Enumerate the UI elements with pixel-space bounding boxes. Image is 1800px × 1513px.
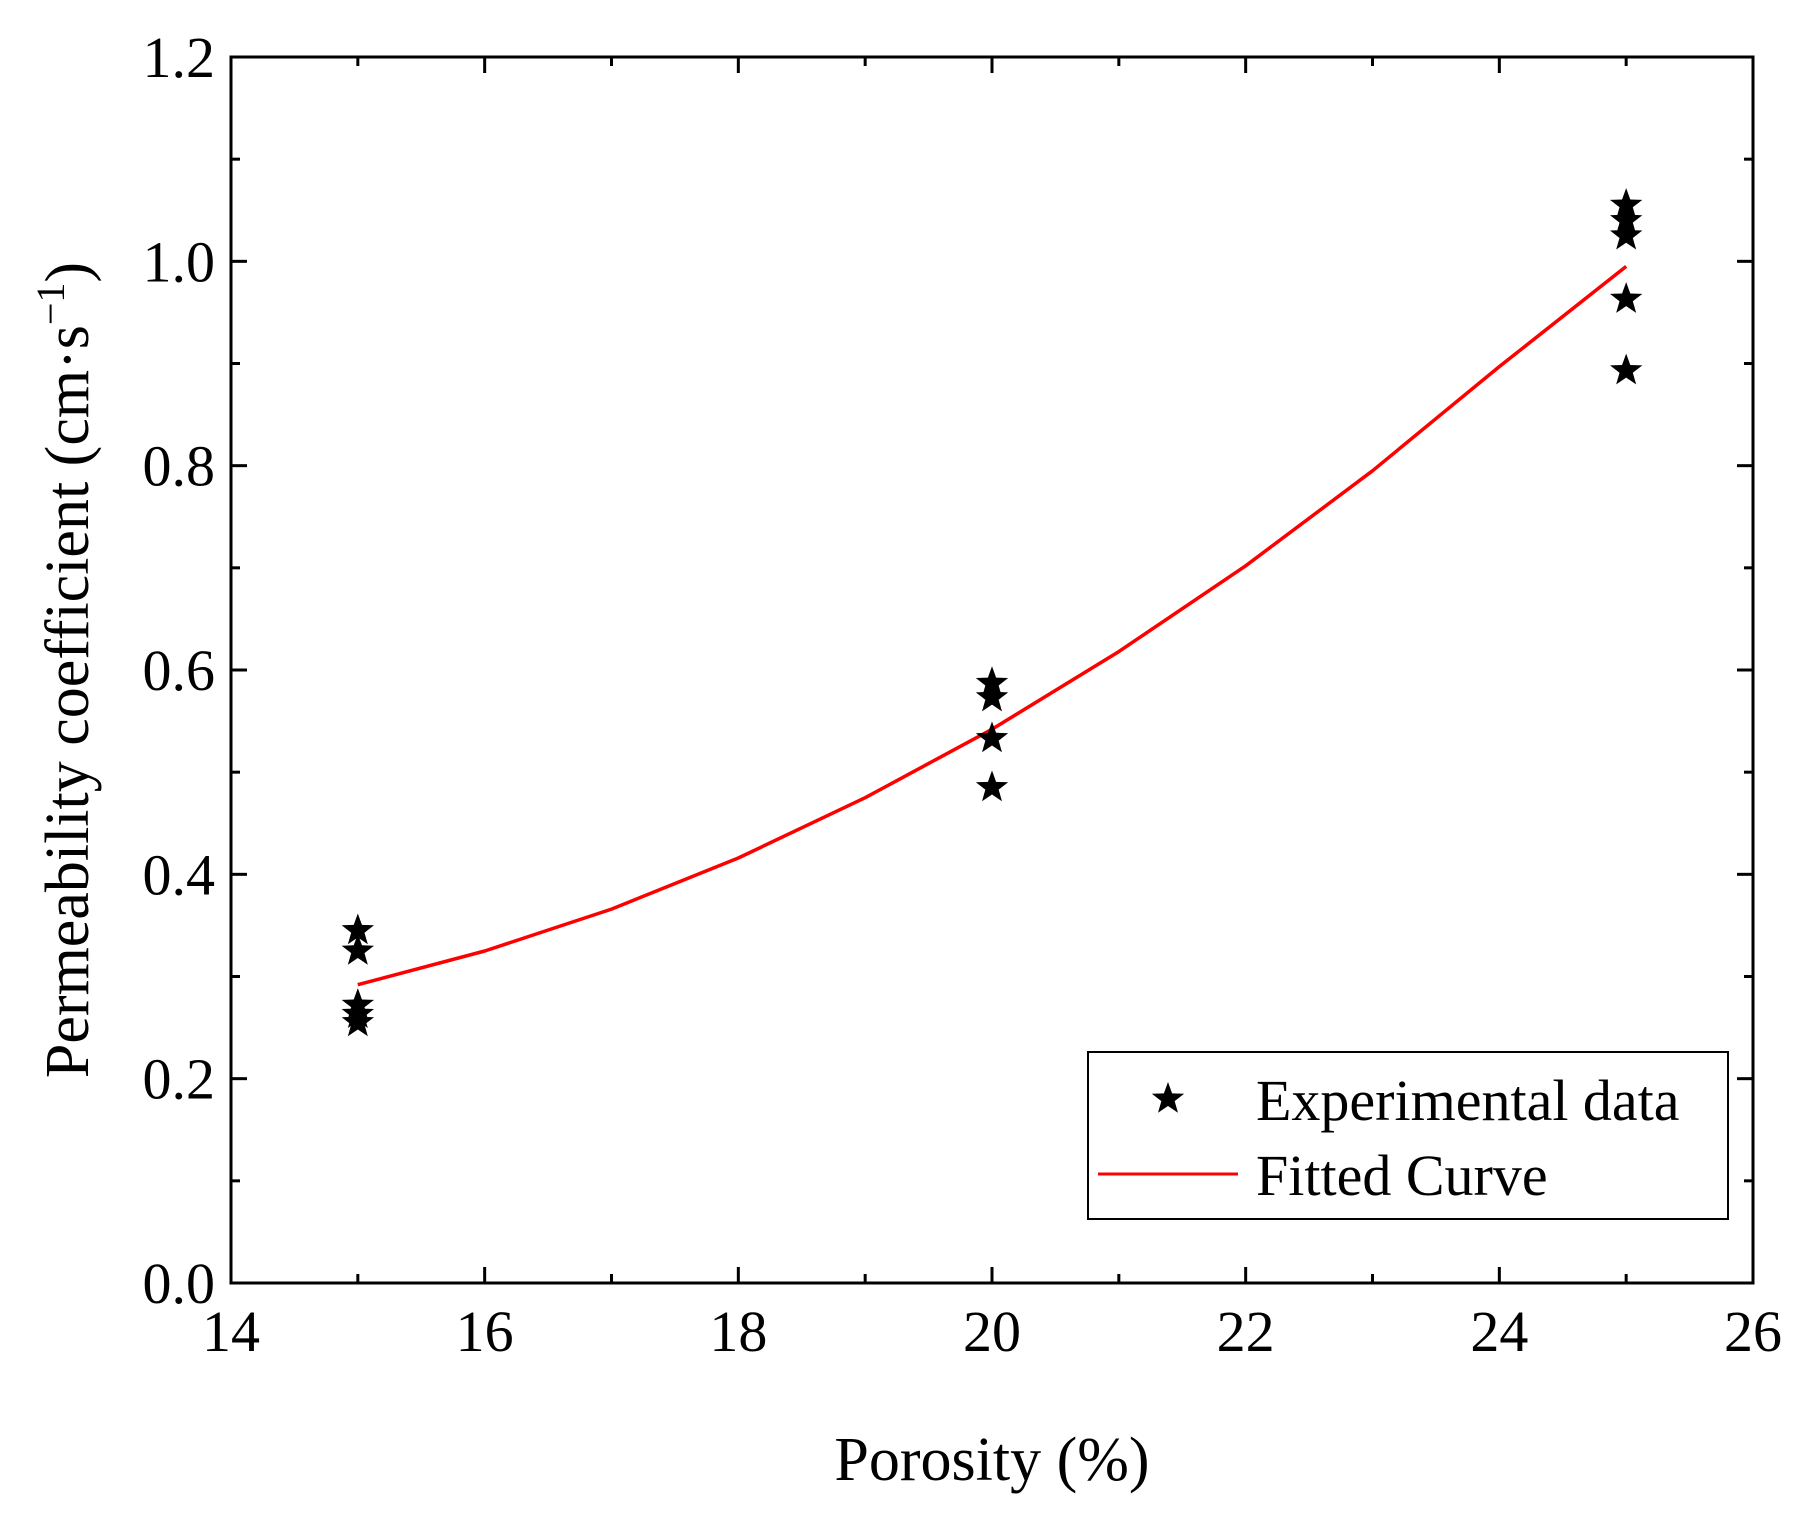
- data-point-star: [341, 933, 374, 965]
- y-axis-title-superscript: −1: [28, 283, 73, 326]
- y-tick-label: 1.2: [143, 25, 216, 90]
- x-tick-label: 16: [456, 1299, 514, 1364]
- x-axis-title: Porosity (%): [834, 1426, 1149, 1494]
- data-point-star: [975, 721, 1009, 753]
- data-point-star: [341, 1005, 374, 1037]
- x-tick-label: 24: [1470, 1299, 1528, 1364]
- y-axis-title-main: Permeability coefficient (cm·s: [34, 325, 102, 1078]
- y-tick-label: 0.2: [143, 1047, 216, 1112]
- y-axis-title-close: ): [34, 262, 102, 283]
- y-tick-label: 0.4: [143, 842, 216, 907]
- data-point-star: [1610, 282, 1643, 313]
- data-point-star: [1610, 353, 1643, 385]
- legend-box: [1087, 1051, 1729, 1220]
- x-tick-label: 14: [202, 1299, 260, 1364]
- data-point-star: [341, 913, 374, 945]
- x-tick-label: 20: [963, 1299, 1021, 1364]
- legend-label-experimental: Experimental data: [1256, 1068, 1680, 1133]
- y-tick-label: 1.0: [143, 229, 216, 294]
- legend: Experimental data Fitted Curve: [1087, 1051, 1729, 1220]
- data-point-star: [975, 680, 1009, 712]
- x-tick-label: 22: [1217, 1299, 1275, 1364]
- data-point-star: [975, 770, 1009, 802]
- y-tick-label: 0.8: [143, 434, 216, 499]
- legend-label-fitted: Fitted Curve: [1256, 1143, 1548, 1208]
- data-point-star: [1610, 218, 1643, 250]
- y-tick-label: 0.6: [143, 638, 216, 703]
- fitted-curve-line: [357, 265, 1628, 987]
- x-tick-label: 26: [1724, 1299, 1782, 1364]
- x-tick-label: 18: [709, 1299, 767, 1364]
- legend-star-marker: [1151, 1082, 1185, 1113]
- y-axis-title: Permeability coefficient (cm·s−1): [28, 262, 102, 1078]
- y-tick-label: 0.0: [143, 1251, 216, 1316]
